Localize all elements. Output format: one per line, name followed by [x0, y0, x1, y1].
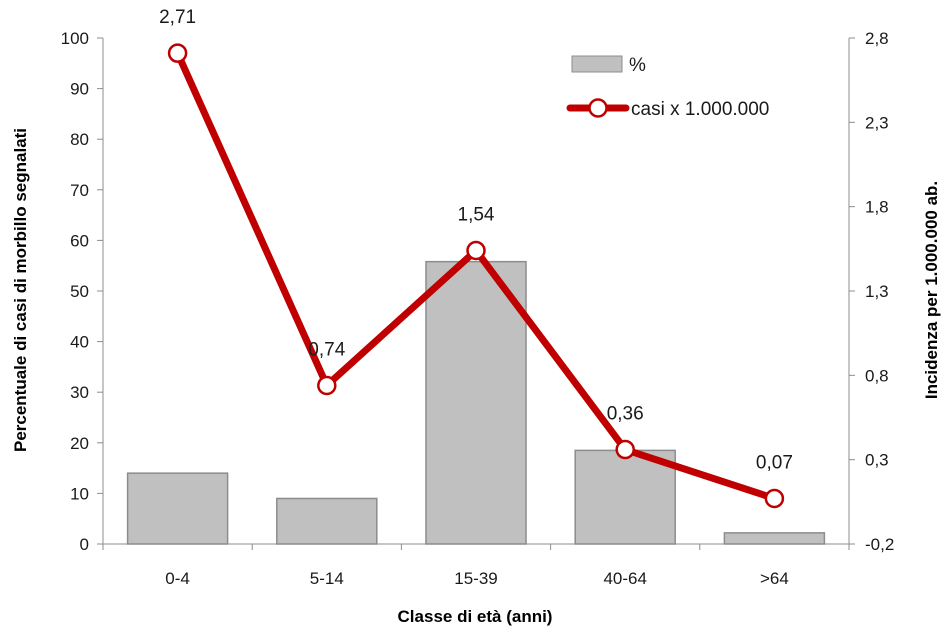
y-tick-label: 80 [70, 130, 89, 149]
legend-label-line: casi x 1.000.000 [631, 99, 769, 120]
y-tick-label: 60 [70, 231, 89, 250]
bar-1 [276, 497, 378, 545]
x-tick-label: 0-4 [165, 569, 190, 588]
y2-axis-title: Incidenza per 1.000.000 ab. [922, 181, 941, 399]
y-tick-label: 100 [61, 29, 89, 48]
line-series [167, 43, 785, 509]
bar-2 [425, 260, 527, 545]
y2-tick-label: 2,8 [865, 29, 889, 48]
x-axis-title: Classe di età (anni) [398, 607, 553, 626]
data-label-0: 2,71 [159, 7, 196, 28]
y2-tick-label: 0,8 [865, 366, 889, 385]
y-tick-label: 0 [80, 535, 89, 554]
y-axis-title: Percentuale di casi di morbillo segnalat… [11, 128, 30, 452]
y2-tick-label: 1,8 [865, 198, 889, 217]
y-tick-label: 30 [70, 383, 89, 402]
data-label-2: 1,54 [458, 205, 495, 226]
y-tick-label: 40 [70, 333, 89, 352]
bar-0 [126, 472, 229, 545]
y-tick-label: 90 [70, 80, 89, 99]
line-marker-0 [167, 43, 188, 63]
y-tick-label: 10 [70, 484, 89, 503]
y-tick-label: 20 [70, 434, 89, 453]
line-marker-3 [615, 439, 635, 460]
x-tick-label: 5-14 [310, 569, 344, 588]
y2-tick-label: 0,3 [865, 451, 889, 470]
line-marker-2 [466, 240, 486, 261]
legend-label-bar: % [629, 55, 646, 76]
data-label-1: 0,74 [308, 339, 345, 360]
legend-swatch-bar [571, 55, 623, 73]
data-label-4: 0,07 [756, 452, 793, 473]
data-label-3: 0,36 [607, 404, 644, 425]
x-tick-label: 15-39 [454, 569, 497, 588]
bar-4 [723, 532, 826, 545]
x-tick-label: 40-64 [603, 569, 646, 588]
bar-series [126, 260, 826, 545]
line-marker-4 [764, 488, 785, 509]
x-tick-label: >64 [760, 569, 789, 588]
line-marker-1 [317, 375, 337, 396]
legend: % casi x 1.000.000 [566, 55, 769, 120]
data-labels: 2,71 0,74 1,54 0,36 0,07 [159, 7, 793, 473]
y2-tick-label: 1,3 [865, 282, 889, 301]
y-tick-label: 50 [70, 282, 89, 301]
legend-swatch-marker [588, 98, 608, 118]
y2-tick-label: 2,3 [865, 113, 889, 132]
y-tick-label: 70 [70, 181, 89, 200]
bar-3 [574, 449, 676, 545]
axes: 0 10 20 30 40 50 60 70 80 90 100 -0,2 0,3 0,8 1,3 1,8 2,… [61, 29, 895, 588]
y2-tick-label: -0,2 [865, 535, 894, 554]
